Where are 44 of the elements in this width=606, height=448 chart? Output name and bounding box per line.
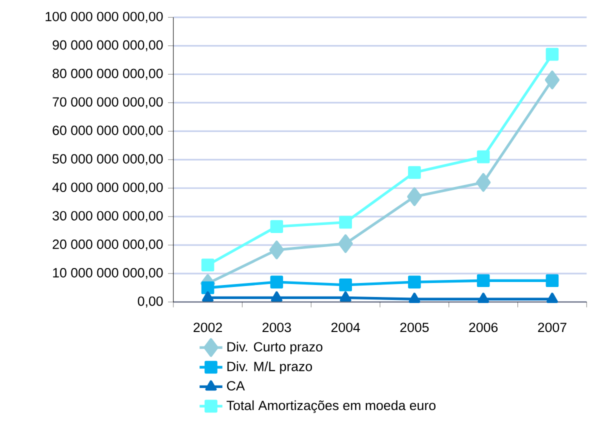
point bbox=[270, 220, 284, 233]
x-tick-label: 2005 bbox=[400, 322, 429, 332]
y-tick-label: 0,00 bbox=[138, 296, 163, 308]
y-tick-label: 90 000 000 000,00 bbox=[52, 40, 163, 52]
y-tick-label: 70 000 000 000,00 bbox=[52, 97, 163, 108]
point bbox=[339, 216, 352, 229]
y-tick-label: 30 000 000 000,00 bbox=[52, 211, 163, 222]
y-tick-label: 80 000 000 000,00 bbox=[52, 68, 163, 80]
legend-label: Div. M/L prazo bbox=[227, 361, 312, 374]
y-tick-label: 100 000 000 000,00 bbox=[46, 12, 163, 23]
x-tick-label: 2004 bbox=[331, 322, 360, 332]
point bbox=[201, 258, 214, 272]
point bbox=[408, 276, 421, 288]
x-tick-label: 2003 bbox=[262, 322, 291, 332]
y-tick-label: 10 000 000 000,00 bbox=[53, 268, 163, 280]
y-tick-label: 60 000 000 000,00 bbox=[52, 126, 163, 137]
point bbox=[546, 292, 558, 304]
y-tick-label: 50 000 000 000,00 bbox=[52, 154, 163, 166]
point bbox=[544, 70, 560, 90]
y-tick-label: 20 000 000 000,00 bbox=[52, 240, 163, 251]
point bbox=[546, 48, 559, 61]
point bbox=[340, 291, 352, 302]
legend-label: Total Amortizações em moeda euro bbox=[226, 400, 436, 413]
point bbox=[270, 276, 284, 288]
x-tick-label: 2006 bbox=[469, 322, 498, 332]
x-tick-label: 2002 bbox=[194, 322, 222, 332]
y-tick-label: 40 000 000 000,00 bbox=[52, 182, 163, 194]
point bbox=[201, 281, 214, 294]
point bbox=[408, 166, 421, 179]
point bbox=[269, 240, 284, 260]
point bbox=[202, 291, 214, 302]
point bbox=[339, 278, 352, 292]
point bbox=[476, 274, 490, 288]
legend-label: Div. Curto prazo bbox=[227, 342, 322, 354]
point bbox=[338, 234, 353, 253]
point bbox=[270, 291, 282, 302]
point bbox=[407, 187, 422, 206]
point bbox=[408, 292, 420, 304]
point bbox=[476, 150, 490, 164]
point bbox=[478, 292, 490, 304]
x-tick-label: 2007 bbox=[538, 322, 566, 332]
legend-label: CA bbox=[227, 381, 245, 391]
point bbox=[546, 274, 559, 288]
point bbox=[476, 173, 491, 192]
